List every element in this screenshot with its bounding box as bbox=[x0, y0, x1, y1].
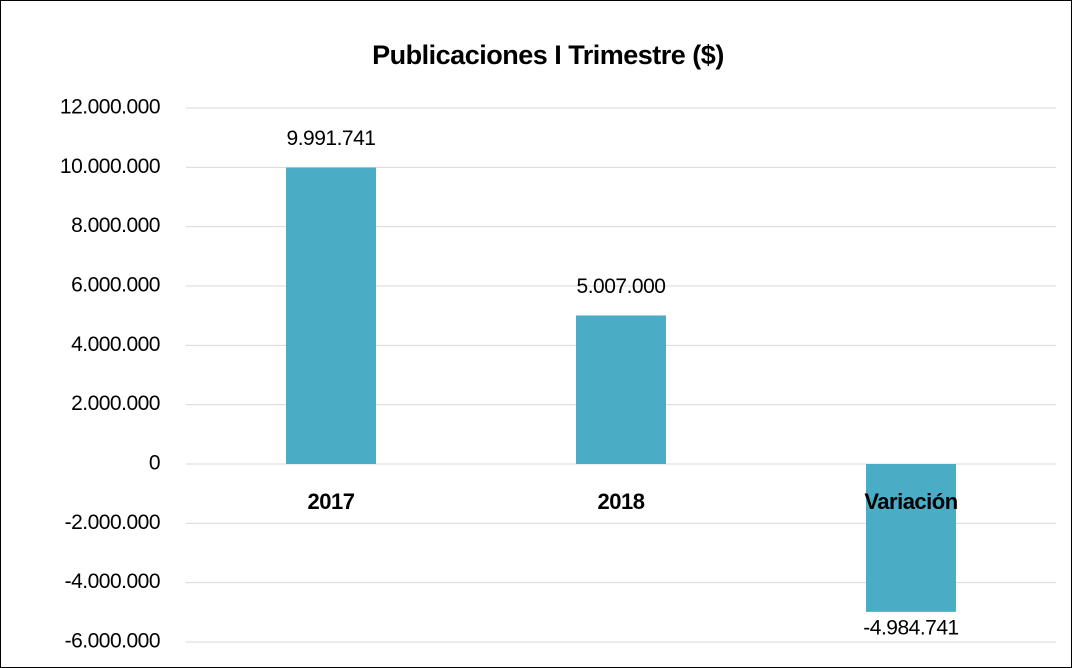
y-tick-label: 4.000.000 bbox=[71, 333, 160, 356]
chart-title: Publicaciones I Trimestre ($) bbox=[372, 40, 724, 70]
y-tick-label: 10.000.000 bbox=[60, 155, 160, 178]
y-tick-label: -4.000.000 bbox=[65, 570, 160, 593]
y-tick-label: -6.000.000 bbox=[65, 630, 160, 653]
x-tick-label: 2018 bbox=[598, 489, 645, 514]
y-tick-label: -2.000.000 bbox=[65, 511, 160, 534]
bar bbox=[576, 315, 666, 464]
x-tick-label: 2017 bbox=[308, 489, 355, 514]
y-tick-label: 12.000.000 bbox=[60, 96, 160, 119]
y-tick-label: 6.000.000 bbox=[71, 274, 160, 297]
y-tick-label: 2.000.000 bbox=[71, 392, 160, 415]
x-tick-label: Variación bbox=[864, 489, 957, 514]
data-label: 9.991.741 bbox=[287, 127, 376, 150]
y-tick-label: 0 bbox=[149, 452, 160, 475]
data-label: -4.984.741 bbox=[863, 616, 958, 639]
bar bbox=[866, 464, 956, 612]
y-tick-label: 8.000.000 bbox=[71, 214, 160, 237]
bar bbox=[286, 167, 376, 464]
data-label: 5.007.000 bbox=[577, 275, 666, 298]
